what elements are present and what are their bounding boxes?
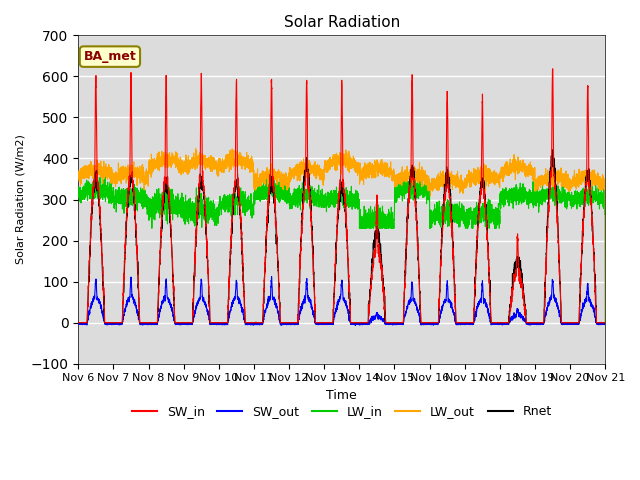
X-axis label: Time: Time bbox=[326, 389, 357, 402]
Legend: SW_in, SW_out, LW_in, LW_out, Rnet: SW_in, SW_out, LW_in, LW_out, Rnet bbox=[127, 400, 557, 423]
Title: Solar Radiation: Solar Radiation bbox=[284, 15, 400, 30]
Text: BA_met: BA_met bbox=[84, 50, 136, 63]
Y-axis label: Solar Radiation (W/m2): Solar Radiation (W/m2) bbox=[15, 134, 25, 264]
